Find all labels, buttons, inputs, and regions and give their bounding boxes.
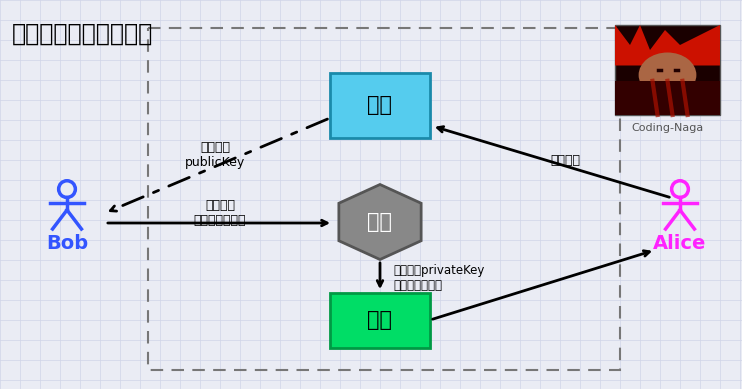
Polygon shape — [339, 184, 421, 259]
Text: 使用公鑰
对明文进行加密: 使用公鑰 对明文进行加密 — [194, 199, 246, 227]
Text: 明文: 明文 — [367, 310, 393, 330]
Bar — [148, 28, 620, 370]
Bar — [615, 81, 720, 115]
Polygon shape — [615, 25, 720, 65]
Text: 公鑰: 公鑰 — [367, 95, 393, 115]
Text: 使用私鑰privateKey
对密文进行解密: 使用私鑰privateKey 对密文进行解密 — [393, 264, 485, 292]
Text: Bob: Bob — [46, 233, 88, 252]
Text: 发布公鑰: 发布公鑰 — [550, 154, 580, 166]
Bar — [615, 25, 720, 115]
Ellipse shape — [639, 53, 697, 98]
Text: 密文: 密文 — [367, 212, 393, 232]
Bar — [330, 72, 430, 137]
Text: Alice: Alice — [653, 233, 706, 252]
Text: 获得公鑰
publicKey: 获得公鑰 publicKey — [185, 141, 245, 169]
Text: Coding-Naga: Coding-Naga — [631, 123, 703, 133]
Text: 非对称加密算法流程图: 非对称加密算法流程图 — [12, 22, 154, 46]
Bar — [330, 293, 430, 347]
